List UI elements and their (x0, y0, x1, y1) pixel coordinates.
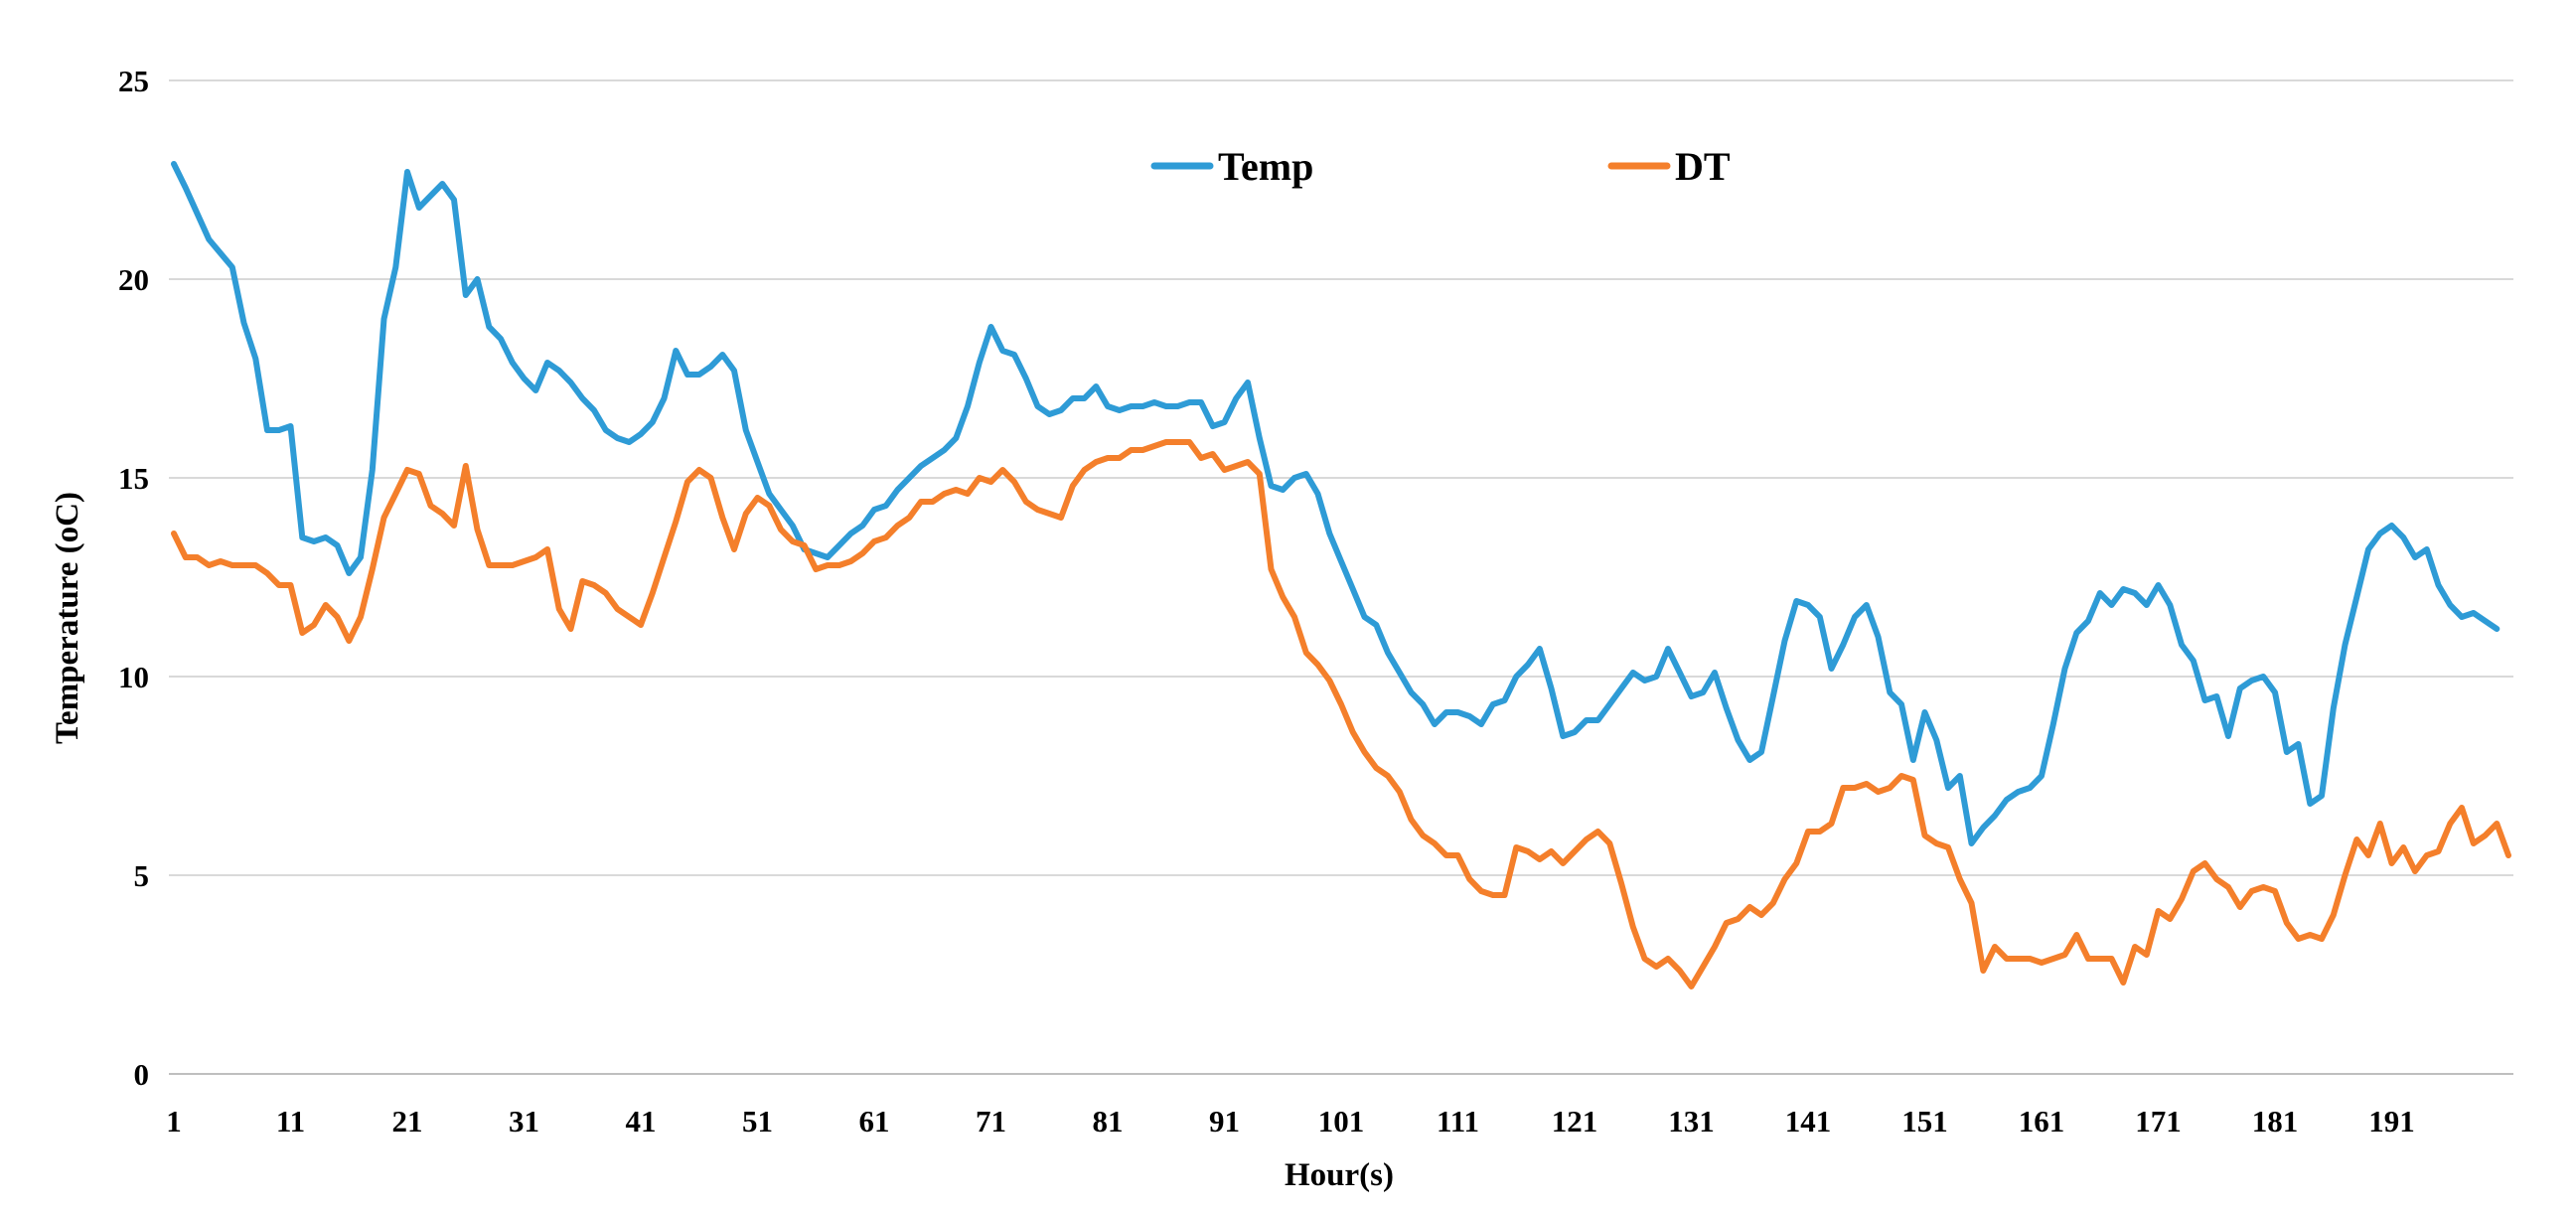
x-tick-label: 1 (166, 1104, 182, 1139)
y-tick-label: 15 (118, 461, 149, 496)
x-tick-label: 41 (626, 1104, 657, 1139)
x-tick-label: 91 (1209, 1104, 1240, 1139)
legend-dt-label: DT (1675, 144, 1731, 189)
x-tick-label: 111 (1437, 1104, 1479, 1139)
y-tick-label: 25 (118, 64, 149, 98)
x-tick-label: 131 (1668, 1104, 1715, 1139)
x-axis-title: Hour(s) (1285, 1157, 1394, 1193)
x-tick-label: 161 (2019, 1104, 2065, 1139)
x-tick-label: 101 (1318, 1104, 1365, 1139)
legend-temp-label: Temp (1218, 144, 1313, 189)
legend: Temp DT (1150, 144, 1731, 189)
x-tick-label: 61 (859, 1104, 890, 1139)
x-tick-label: 21 (392, 1104, 423, 1139)
x-tick-label: 151 (1901, 1104, 1948, 1139)
series-line-dt (171, 439, 2511, 989)
x-tick-label: 141 (1785, 1104, 1832, 1139)
x-tick-label: 51 (742, 1104, 773, 1139)
x-tick-label: 11 (276, 1104, 305, 1139)
x-tick-label: 121 (1552, 1104, 1598, 1139)
x-tick-label: 191 (2368, 1104, 2415, 1139)
y-tick-label: 10 (118, 660, 149, 694)
y-tick-label: 0 (134, 1057, 150, 1092)
y-tick-label: 5 (134, 858, 150, 893)
y-axis-title: Temperature (oC) (50, 492, 85, 744)
x-tick-label: 171 (2135, 1104, 2182, 1139)
series-line-temp (171, 161, 2500, 846)
x-tick-label: 81 (1093, 1104, 1124, 1139)
x-tick-label: 71 (976, 1104, 1006, 1139)
gridlines (169, 79, 2513, 1075)
x-tick-label: 181 (2252, 1104, 2299, 1139)
y-tick-label: 20 (118, 262, 149, 297)
y-tick-labels: 0 5 10 15 20 25 (118, 64, 149, 1092)
x-tick-labels: 1 11 21 31 41 51 61 71 81 91 101 111 121 131 141 151 161… (166, 1104, 2415, 1139)
x-tick-label: 31 (509, 1104, 539, 1139)
series-lines (171, 161, 2511, 989)
